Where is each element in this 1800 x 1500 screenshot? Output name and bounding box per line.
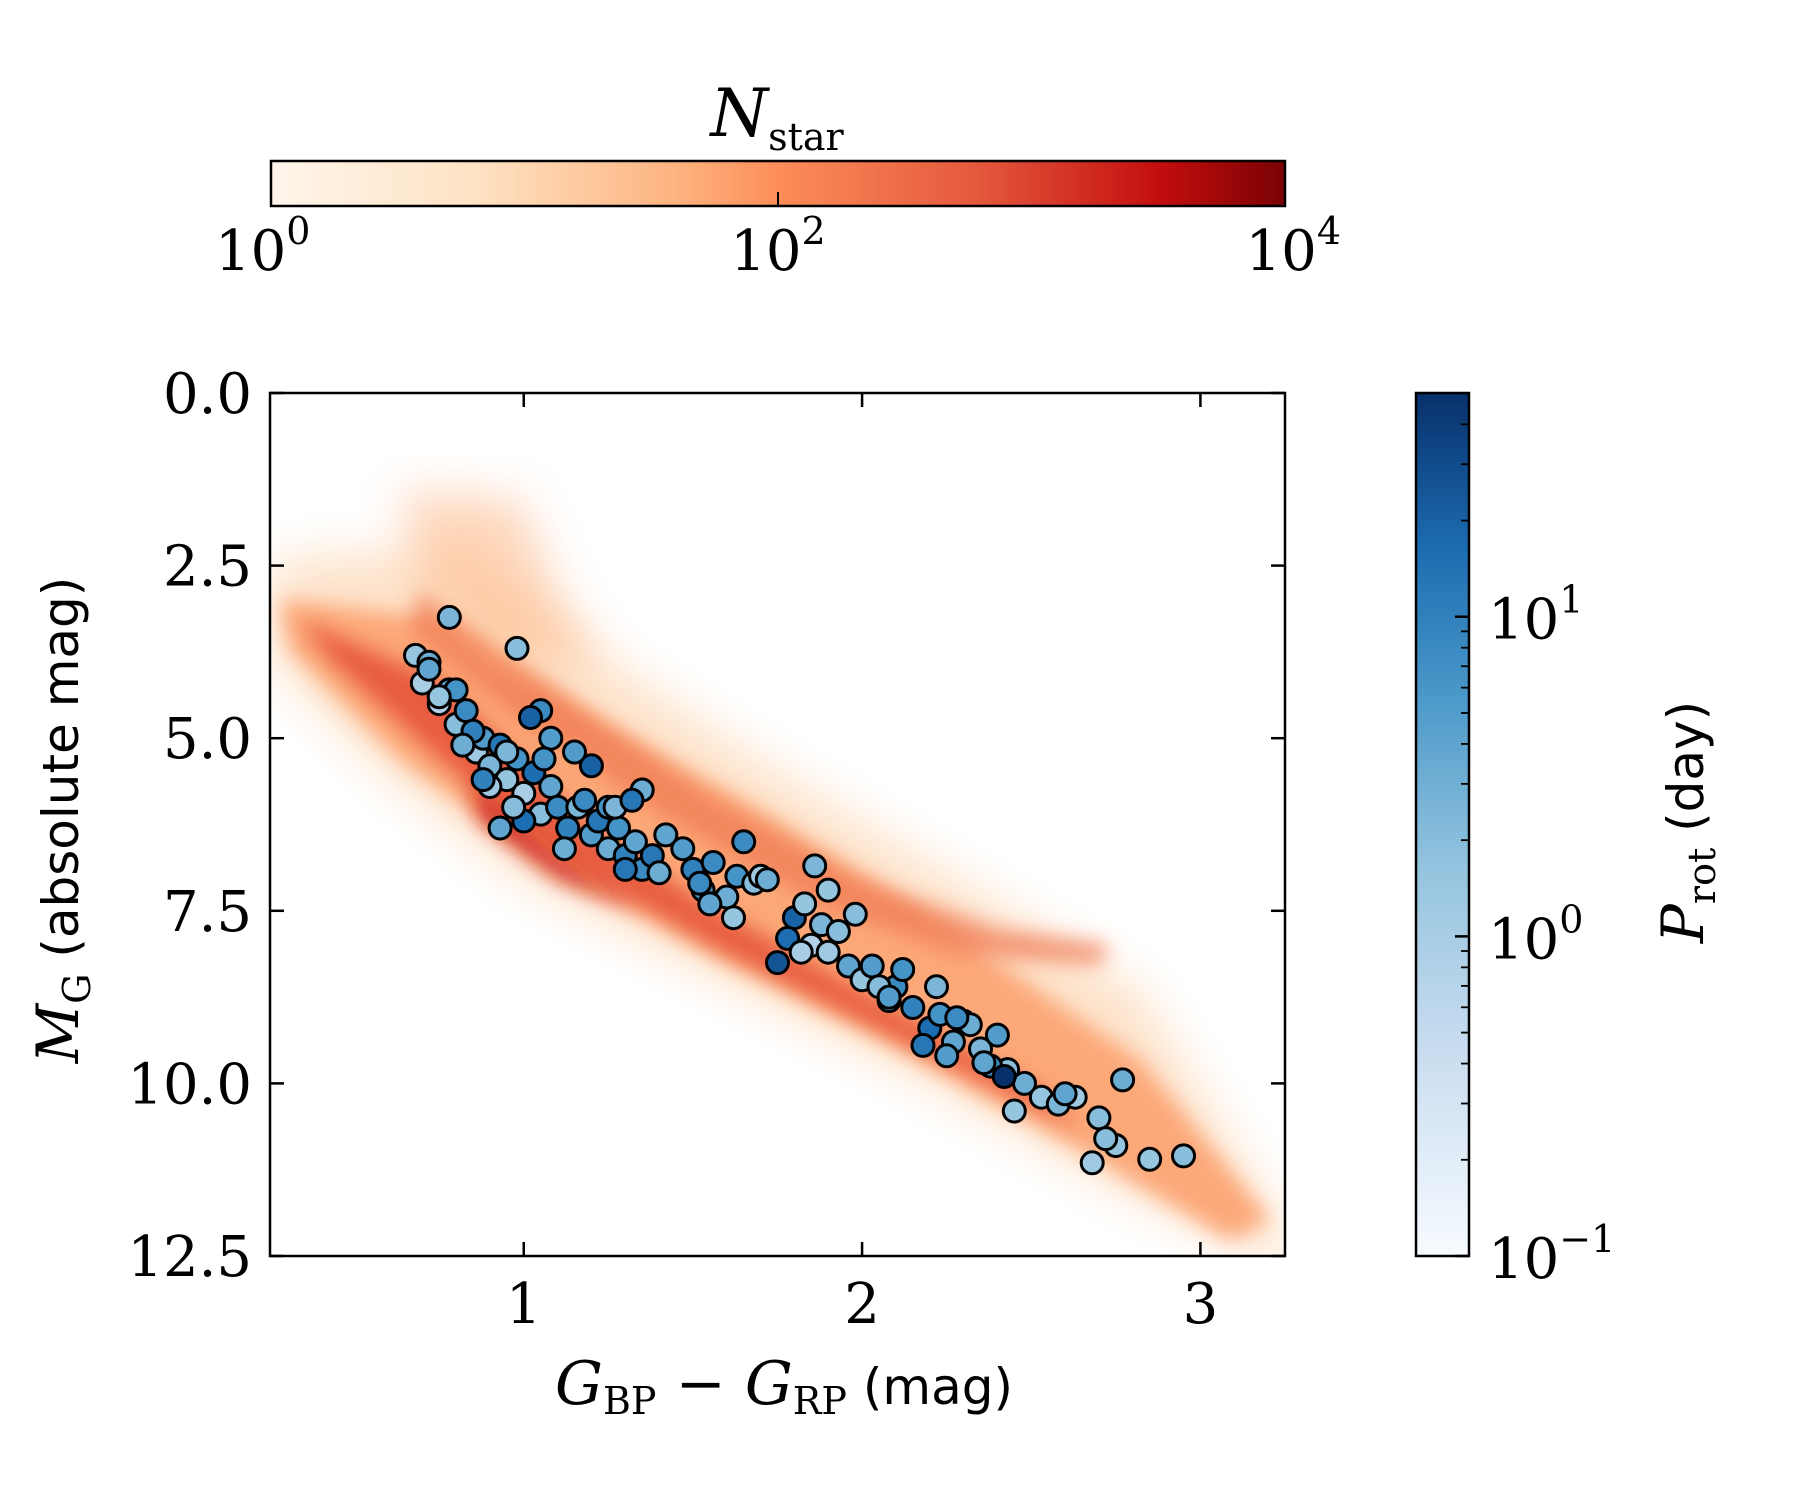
- x-axis: 1 2 3: [506, 393, 1218, 1337]
- scatter-point: [562, 739, 587, 765]
- nstar-colorbar: Nstar 100 102 104: [215, 75, 1341, 284]
- scatter-point: [426, 684, 452, 710]
- y-tick-label: 0.0: [163, 362, 252, 427]
- scatter-point: [538, 725, 564, 751]
- scatter-point: [1137, 1146, 1163, 1172]
- scatter-point: [700, 850, 726, 875]
- plot-frame: [268, 391, 1287, 1258]
- scatter-point: [1086, 1105, 1112, 1131]
- scatter-point: [555, 815, 581, 841]
- nstar-tick-label: 104: [1246, 209, 1341, 284]
- scatter-point: [687, 870, 713, 896]
- prot-colorbar-bar: [1414, 391, 1471, 1258]
- scatter-point: [653, 822, 679, 848]
- y-tick-label: 2.5: [163, 535, 252, 600]
- y-axis-label: MG (absolute mag): [24, 577, 99, 1065]
- scatter-point: [944, 1005, 970, 1031]
- scatter-point: [765, 950, 790, 976]
- scatter-point: [1001, 1098, 1027, 1124]
- scatter-point: [842, 901, 868, 927]
- scatter-point: [924, 974, 949, 1000]
- scatter-point: [971, 1050, 997, 1076]
- prot-colorbar-ticks: 10−1 100 101: [1455, 392, 1615, 1292]
- scatter-point: [792, 891, 818, 917]
- scatter-point: [1079, 1150, 1105, 1176]
- x-axis-label: GBP − GRP (mag): [555, 1349, 1013, 1423]
- scatter-point: [494, 739, 520, 765]
- scatter-point: [622, 829, 648, 855]
- scatter-point: [788, 939, 814, 965]
- scatter-point: [416, 656, 442, 682]
- y-tick-label: 12.5: [127, 1225, 252, 1290]
- scatter-point: [518, 705, 543, 730]
- scatter-point: [551, 836, 577, 862]
- prot-tick-label: 10−1: [1488, 1217, 1615, 1292]
- scatter-point: [572, 787, 598, 813]
- scatter-point: [531, 746, 557, 772]
- scatter-point: [487, 815, 513, 841]
- scatter-point: [545, 794, 571, 820]
- scatter-point: [876, 984, 902, 1010]
- scatter-point: [900, 995, 926, 1020]
- x-tick-label: 2: [844, 1272, 880, 1337]
- scatter-point: [1052, 1081, 1078, 1107]
- scatter-point: [504, 635, 530, 661]
- scatter-point: [721, 905, 746, 931]
- prot-colorbar: 10−1 100 101 Prot (day): [1414, 391, 1724, 1292]
- scatter-point: [697, 891, 723, 917]
- scatter-point: [450, 732, 476, 758]
- scatter-point: [1171, 1143, 1196, 1169]
- scatter-point: [825, 919, 851, 944]
- x-tick-label: 3: [1183, 1272, 1219, 1337]
- y-tick-label: 10.0: [127, 1052, 252, 1117]
- prot-tick-label: 101: [1488, 578, 1583, 653]
- y-axis: 0.0 2.5 5.0 7.5 10.0 12.5: [127, 362, 1285, 1290]
- upper-scatter: [400, 490, 600, 660]
- scatter-point: [815, 939, 841, 965]
- scatter-series: [403, 604, 1196, 1176]
- scatter-point: [910, 1032, 936, 1058]
- scatter-point: [815, 877, 841, 903]
- scatter-point: [991, 1064, 1017, 1089]
- scatter-point: [453, 698, 479, 724]
- nstar-colorbar-ticks: 100 102 104: [215, 192, 1341, 284]
- scatter-point: [619, 787, 645, 813]
- scatter-point: [436, 604, 462, 630]
- scatter-point: [1110, 1067, 1136, 1093]
- scatter-point: [612, 856, 638, 882]
- prot-colorbar-label: Prot (day): [1649, 701, 1724, 944]
- scatter-point: [984, 1022, 1010, 1048]
- scatter-point: [538, 774, 564, 799]
- scatter-point: [731, 829, 757, 855]
- scatter-point: [578, 753, 604, 779]
- scatter-point: [646, 860, 672, 886]
- scatter-point: [501, 794, 527, 820]
- prot-tick-label: 100: [1488, 897, 1583, 972]
- nstar-tick-label: 102: [730, 209, 825, 284]
- y-tick-label: 7.5: [163, 880, 252, 945]
- scatter-point: [890, 957, 916, 982]
- scatter-point: [1093, 1126, 1119, 1152]
- y-tick-label: 5.0: [163, 707, 252, 772]
- scatter-point: [802, 853, 828, 879]
- scatter-point: [859, 953, 885, 979]
- x-tick-label: 1: [506, 1272, 542, 1337]
- scatter-point: [670, 836, 696, 862]
- scatter-point: [754, 867, 780, 893]
- scatter-point: [470, 767, 496, 793]
- nstar-colorbar-title: Nstar: [708, 75, 844, 159]
- nstar-tick-label: 100: [215, 209, 310, 284]
- scatter-point: [934, 1043, 960, 1069]
